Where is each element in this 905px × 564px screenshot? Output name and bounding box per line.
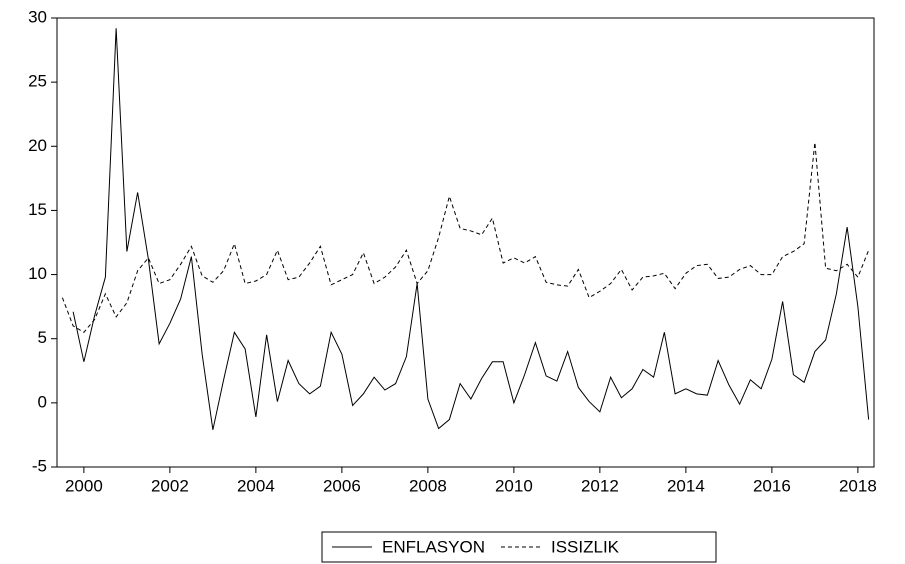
x-tick-label: 2002 [151, 476, 189, 495]
x-tick-label: 2006 [323, 476, 361, 495]
y-tick-label: 15 [28, 200, 47, 219]
legend-box [321, 531, 717, 563]
plot-frame [56, 17, 875, 468]
y-tick-label: 0 [38, 392, 47, 411]
x-tick-label: 2016 [753, 476, 791, 495]
legend: ENFLASYON ISSIZLIK [321, 531, 717, 563]
x-tick-label: 2004 [237, 476, 275, 495]
x-tick-label: 2018 [839, 476, 877, 495]
series-line [72, 28, 870, 430]
x-tick-label: 2000 [65, 476, 103, 495]
x-tick-label: 2014 [667, 476, 705, 495]
y-tick-label: -5 [32, 456, 47, 475]
legend-label: ISSIZLIK [551, 537, 620, 556]
y-tick-label: 30 [28, 7, 47, 26]
x-tick-label: 2008 [409, 476, 447, 495]
y-tick-label: 25 [28, 72, 47, 91]
y-tick-label: 10 [28, 264, 47, 283]
x-tick-label: 2010 [495, 476, 533, 495]
legend-label: ENFLASYON [382, 537, 485, 556]
y-tick-label: 20 [28, 136, 47, 155]
x-tick-label: 2012 [581, 476, 619, 495]
series-line [61, 142, 870, 333]
y-tick-label: 5 [38, 328, 47, 347]
